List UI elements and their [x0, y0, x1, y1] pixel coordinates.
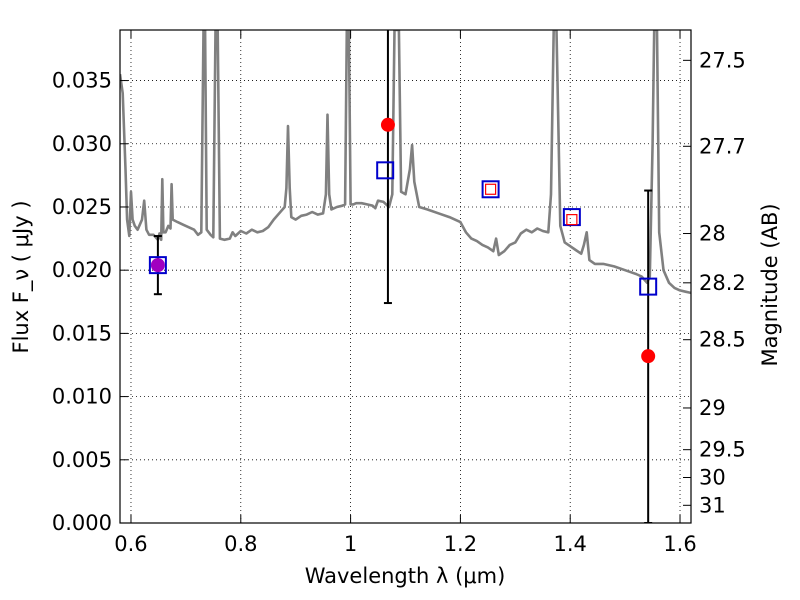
- model-spectrum-group: [120, 30, 691, 295]
- red-open-square: [485, 183, 497, 195]
- x-axis-label: Wavelength λ (μm): [305, 564, 506, 588]
- model-photometry-square: [376, 161, 395, 180]
- observed-point: [641, 349, 656, 364]
- y-tick-label: 0.015: [52, 321, 112, 345]
- right-tick-label: 28.5: [699, 328, 746, 352]
- y-tick-label: 0.010: [52, 385, 112, 409]
- y-tick-label: 0.035: [52, 69, 112, 93]
- x-tick-label: 1.6: [663, 532, 696, 556]
- purple-marker: [150, 258, 165, 273]
- y-tick-label: 0.005: [52, 448, 112, 472]
- model-photometry-square: [639, 277, 658, 296]
- x-tick-label: 1.4: [554, 532, 587, 556]
- y-tick-label: 0.030: [52, 132, 112, 156]
- right-tick-label: 29.5: [699, 438, 746, 462]
- y-tick-label: 0.025: [52, 195, 112, 219]
- y-axis-label: Flux F_ν ( μJy ): [9, 200, 34, 353]
- right-tick-label: 28: [699, 222, 726, 246]
- right-axis-ticks: 27.5 27.7 28 28.2 28.5 29 29.5 30 31: [683, 48, 746, 517]
- model-photometry-square: [148, 256, 167, 275]
- y-tick-label: 0.020: [52, 258, 112, 282]
- right-tick-label: 30: [699, 465, 726, 489]
- plot-frame: [119, 29, 692, 524]
- x-tick-label: 1.2: [444, 532, 477, 556]
- right-tick-label: 29: [699, 396, 726, 420]
- right-tick-label: 31: [699, 493, 726, 517]
- red-open-square: [566, 214, 578, 226]
- x-tick-label: 1: [344, 532, 357, 556]
- x-axis-ticks: 0.6 0.8 1 1.2 1.4 1.6: [114, 30, 697, 556]
- photometry-markers-group: [148, 30, 658, 523]
- observed-point: [380, 117, 395, 132]
- right-axis-label: Magnitude (AB): [758, 203, 782, 366]
- right-tick-label: 28.2: [699, 271, 746, 295]
- x-tick-label: 0.8: [224, 532, 257, 556]
- spectrum-line: [120, 30, 691, 295]
- right-tick-label: 27.5: [699, 48, 746, 72]
- y-axis-ticks: 0.000 0.005 0.010 0.015 0.020 0.025 0.030 0.035: [52, 69, 128, 535]
- y-tick-label: 0.000: [52, 511, 112, 535]
- x-tick-label: 0.6: [114, 532, 147, 556]
- model-photometry-square: [481, 180, 500, 199]
- right-tick-label: 27.7: [699, 134, 746, 158]
